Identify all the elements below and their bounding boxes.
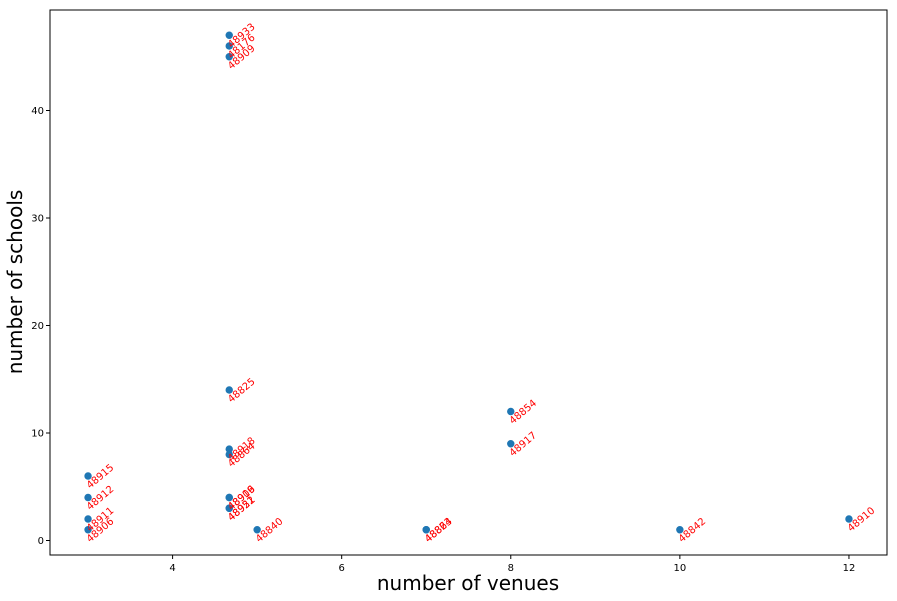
data-point [84, 493, 92, 502]
data-point [507, 407, 515, 416]
y-tick-label: 10 [31, 428, 44, 439]
axis-ticks: 4 6 8 10 12 0 10 20 30 40 [31, 106, 855, 574]
data-point [225, 450, 233, 459]
data-points [84, 31, 853, 534]
data-point [225, 386, 233, 394]
data-point [225, 31, 233, 39]
x-tick-label: 8 [508, 563, 514, 574]
data-point [422, 526, 430, 534]
x-tick-label: 10 [673, 563, 686, 574]
y-tick-label: 40 [31, 106, 44, 117]
data-point [84, 515, 92, 523]
x-tick-label: 12 [843, 563, 856, 574]
x-tick-label: 6 [338, 563, 344, 574]
data-point [253, 526, 261, 534]
data-point [676, 526, 684, 534]
data-point [225, 42, 233, 50]
data-point [84, 526, 92, 534]
y-tick-label: 20 [31, 321, 44, 332]
data-point [845, 515, 853, 523]
data-point [225, 445, 233, 453]
plot-frame [49, 9, 888, 556]
data-point [225, 504, 233, 512]
x-tick-label: 4 [169, 563, 175, 574]
y-axis-label: number of schools [3, 190, 27, 375]
y-tick-label: 30 [31, 214, 44, 225]
data-point [225, 53, 233, 61]
x-axis-label: number of venues [377, 571, 559, 595]
y-tick-label: 0 [38, 536, 44, 547]
data-point [507, 440, 515, 448]
data-point [225, 493, 233, 502]
data-point [84, 472, 92, 480]
